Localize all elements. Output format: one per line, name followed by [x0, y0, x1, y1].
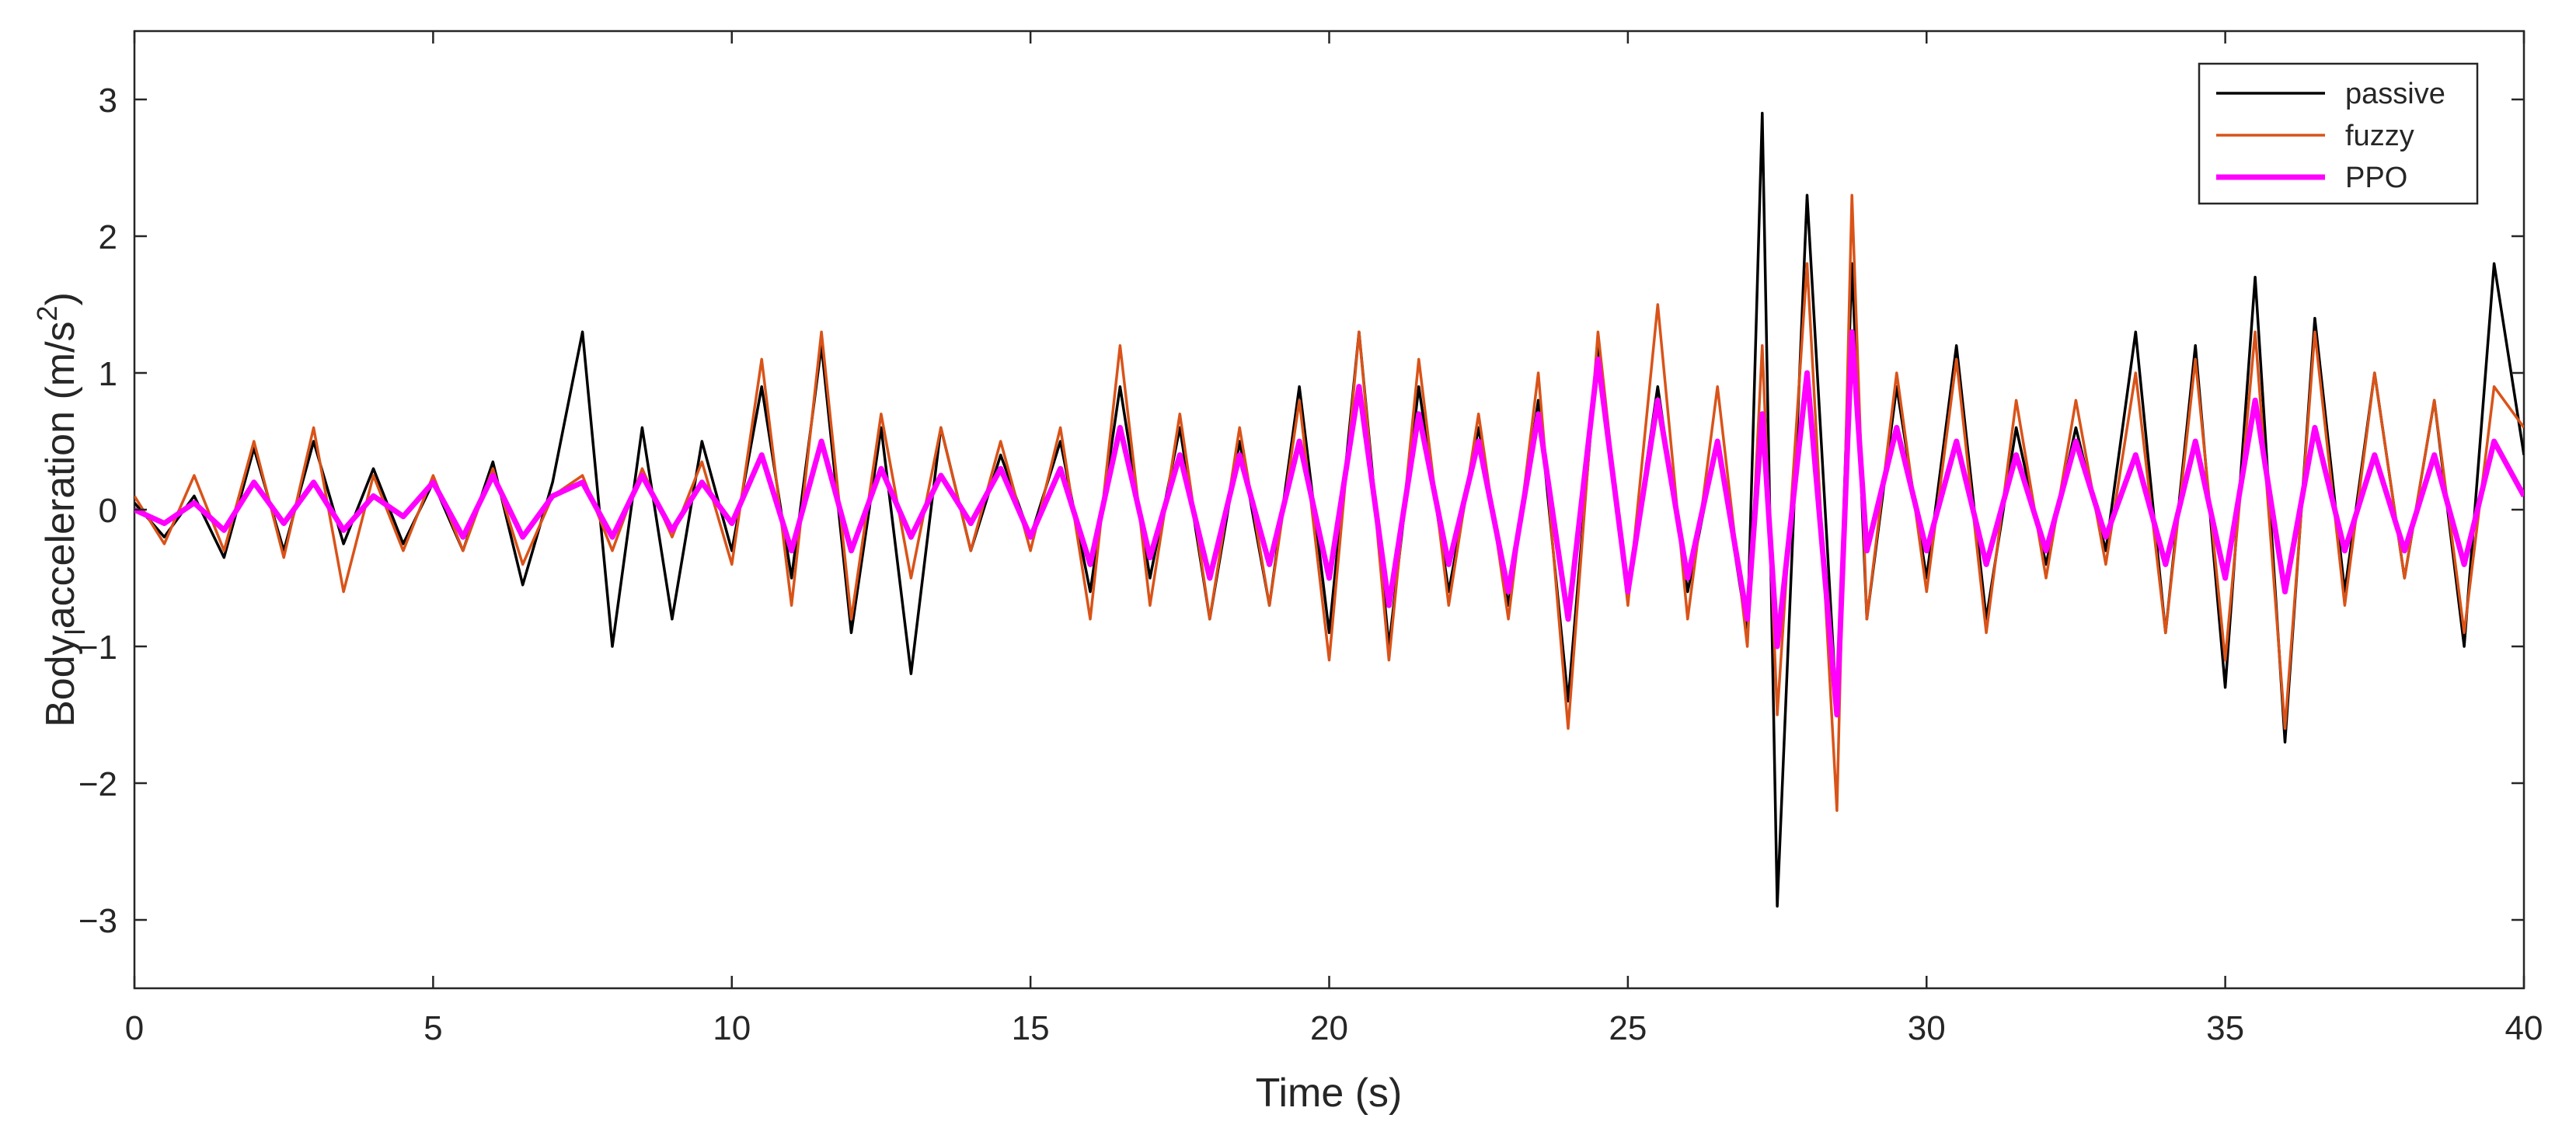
x-axis: 0 5 10 15 20 25 30 35 40	[125, 31, 2543, 1047]
legend-label-passive: passive	[2345, 78, 2445, 110]
series-line-fuzzy	[134, 193, 2524, 812]
y-tick-label: 0	[99, 492, 117, 530]
y-axis-title-part-3: )	[38, 292, 83, 305]
x-tick-label: 30	[1908, 1009, 1946, 1047]
x-tick-label: 20	[1310, 1009, 1348, 1047]
y-axis-title-subscript: l	[59, 629, 91, 635]
y-axis-title-part-1: Body	[38, 635, 83, 727]
y-tick-label: −3	[78, 902, 117, 940]
y-axis-title-part-2: acceleration (m/s	[38, 321, 83, 629]
y-axis-title: Bodylacceleration (m/s2)	[31, 292, 91, 727]
series-line-ppo	[134, 329, 2524, 718]
series-layer	[134, 111, 2524, 908]
x-axis-title: Time (s)	[1256, 1071, 1403, 1116]
legend-label-fuzzy: fuzzy	[2345, 120, 2414, 152]
y-tick-label: −1	[78, 629, 117, 667]
legend: passive fuzzy PPO	[2198, 62, 2479, 205]
x-tick-label: 25	[1609, 1009, 1647, 1047]
y-axis-title-superscript: 2	[31, 305, 63, 321]
x-tick-label: 15	[1012, 1009, 1050, 1047]
svg-text:Bodylacceleration (m/s2): Bodylacceleration (m/s2)	[31, 292, 91, 727]
y-tick-label: 1	[99, 355, 117, 393]
y-tick-label: 2	[99, 218, 117, 256]
x-tick-label: 40	[2505, 1009, 2543, 1047]
y-tick-label: 3	[99, 82, 117, 120]
legend-label-ppo: PPO	[2345, 162, 2407, 194]
legend-box	[2198, 62, 2479, 205]
x-tick-label: 35	[2206, 1009, 2244, 1047]
x-tick-label: 5	[424, 1009, 442, 1047]
y-axis: −3 −2 −1 0 1 2 3	[78, 82, 2524, 940]
x-tick-label: 10	[713, 1009, 751, 1047]
y-tick-label: −2	[78, 765, 117, 803]
plot-area	[133, 30, 2525, 990]
x-tick-label: 0	[125, 1009, 144, 1047]
